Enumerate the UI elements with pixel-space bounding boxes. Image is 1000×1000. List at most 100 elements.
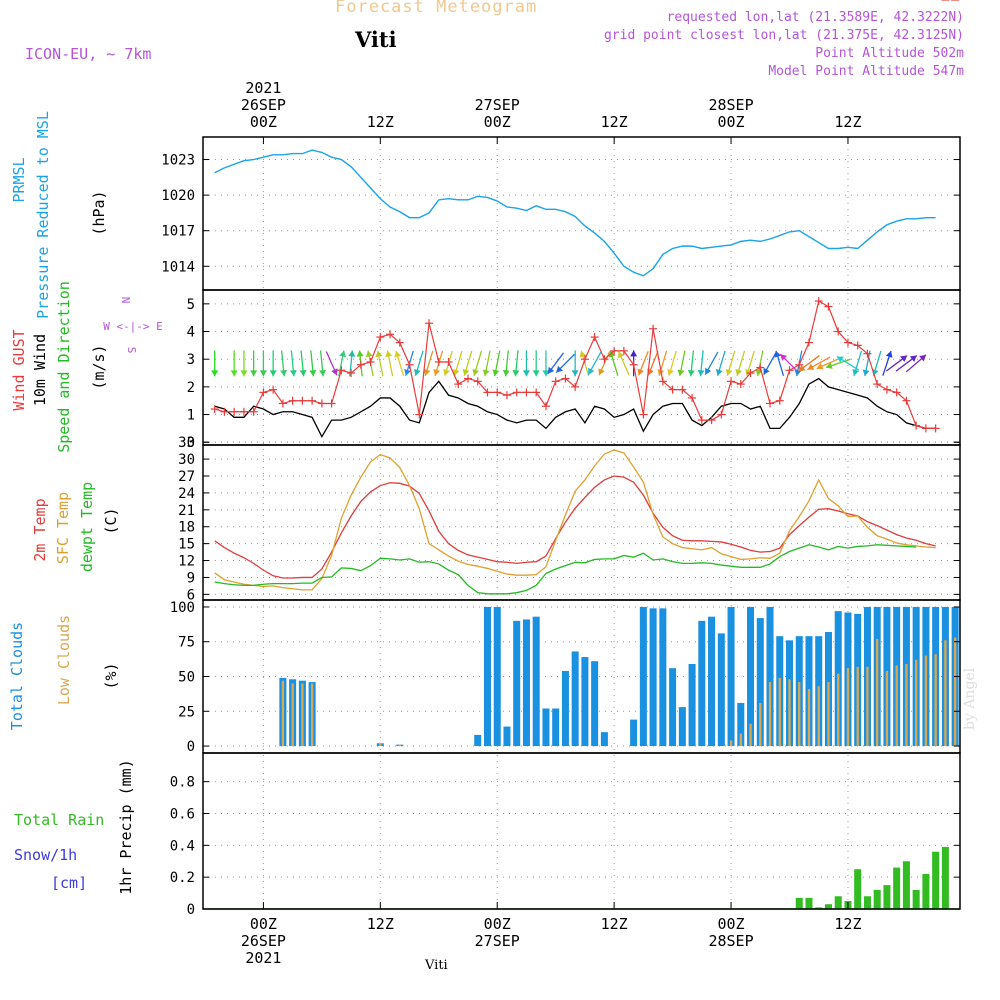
- time-label-bottom: 2021: [245, 949, 281, 967]
- gust-point: [892, 388, 901, 397]
- wind-arrow: [905, 354, 927, 373]
- wind-speed-line: [214, 377, 936, 439]
- wind-arrow: [280, 350, 288, 377]
- y-tick-label: 27: [178, 469, 195, 485]
- wind-arrow-head: [269, 370, 277, 377]
- gust-point: [337, 366, 346, 375]
- low-cloud-bar: [798, 682, 801, 747]
- wind-arrow: [807, 356, 831, 371]
- gust-point: [697, 416, 706, 425]
- wind-arrow: [852, 350, 863, 376]
- low-cloud-bar: [914, 659, 918, 747]
- grid-point-coords: grid point closest lon,lat (21.375E, 42.…: [603, 28, 964, 43]
- wind-arrow: [697, 350, 705, 377]
- low-cloud-bar: [866, 666, 869, 747]
- wind-arrow: [289, 350, 297, 377]
- wind-arrow: [885, 355, 908, 372]
- wind-arrow-head: [280, 369, 288, 377]
- gust-point: [308, 396, 317, 405]
- panel-temperature: [203, 445, 960, 600]
- gust-point: [600, 355, 609, 364]
- gust-point: [327, 399, 336, 408]
- wind-arrow-head: [502, 369, 510, 377]
- pressure-label-2: Pressure Reduced to MSL: [34, 111, 52, 319]
- gust-point: [356, 360, 365, 369]
- time-label-bottom: 00Z: [484, 915, 511, 933]
- time-label-top: 00Z: [250, 113, 277, 131]
- total-cloud-bar: [756, 618, 764, 747]
- low-cloud-bar: [398, 744, 401, 747]
- time-label-top: 12Z: [834, 113, 861, 131]
- wind-arrow-head: [677, 369, 685, 377]
- wind-arrow-head: [230, 370, 238, 377]
- wind-arrow-head: [299, 369, 307, 377]
- total-cloud-bar: [659, 608, 667, 747]
- wind-arrow-head: [385, 350, 393, 358]
- time-label-top: 28SEP: [708, 96, 753, 114]
- gust-point: [678, 385, 687, 394]
- total-cloud-bar: [639, 606, 647, 747]
- y-tick-label: 1014: [161, 259, 195, 275]
- wind-arrow: [637, 351, 649, 376]
- rain-bar: [873, 889, 881, 909]
- wind-arrow: [413, 350, 424, 376]
- total-cloud-bar: [737, 702, 745, 747]
- wind-arrow: [587, 351, 602, 376]
- wind-arrow-head: [725, 369, 733, 376]
- y-tick-label: 1023: [161, 153, 195, 169]
- gust-point: [853, 341, 862, 350]
- wind-arrow: [836, 355, 860, 371]
- wind-arrow: [269, 350, 277, 377]
- total-cloud-bar: [513, 620, 521, 747]
- gust-point: [502, 391, 511, 400]
- wind-arrow: [774, 350, 785, 376]
- wind-arrow-head: [697, 369, 705, 377]
- wind-arrow: [825, 358, 851, 369]
- wind-arrow-head: [763, 367, 770, 375]
- model-altitude: Model Point Altitude 547m: [768, 64, 964, 79]
- wind-arrow: [211, 350, 219, 377]
- total-cloud-bar: [630, 719, 638, 747]
- wind-arrow: [779, 353, 800, 374]
- y-tick-label: 100: [170, 600, 195, 616]
- low-cloud-bar: [953, 637, 957, 747]
- low-cloud-bar: [934, 654, 937, 747]
- wind-arrow-head: [211, 370, 219, 377]
- watermark: by Angel: [962, 667, 978, 730]
- gust-point: [493, 388, 502, 397]
- wind-arrow-head: [598, 368, 605, 376]
- total-cloud-bar: [698, 620, 706, 747]
- wind-arrow: [325, 351, 338, 376]
- low-cloud-bar: [778, 677, 781, 747]
- wind-arrow-head: [348, 350, 356, 357]
- time-label-bottom: 28SEP: [708, 932, 753, 950]
- low-cloud-label: Low Clouds: [55, 615, 73, 705]
- gust-point: [210, 405, 219, 414]
- rain-bar: [863, 896, 871, 909]
- time-label-top: 2021: [245, 79, 281, 97]
- y-tick-label: 1017: [161, 224, 195, 240]
- gust-point: [902, 396, 911, 405]
- gust-point: [220, 407, 229, 416]
- gust-point: [931, 424, 940, 433]
- gust-point: [580, 355, 589, 364]
- temp-2m-line: [214, 475, 936, 579]
- wind-arrow: [462, 350, 473, 376]
- wind-arrow-head: [630, 350, 638, 357]
- gust-point: [230, 407, 239, 416]
- total-cloud-bar: [766, 606, 774, 747]
- gust-point: [288, 396, 297, 405]
- y-tick-label: 6: [187, 587, 195, 603]
- wind-arrow: [571, 350, 579, 377]
- gust-point: [532, 388, 541, 397]
- wind-arrow-head: [852, 369, 860, 376]
- pressure-unit: (hPa): [90, 190, 108, 235]
- y-tick-label: 50: [178, 670, 195, 686]
- gust-point: [551, 377, 560, 386]
- wind-arrow-head: [319, 369, 327, 377]
- rain-bar: [941, 846, 949, 909]
- y-tick-label: 5: [187, 297, 195, 313]
- rain-bar: [795, 897, 803, 909]
- low-cloud-bar: [885, 670, 889, 747]
